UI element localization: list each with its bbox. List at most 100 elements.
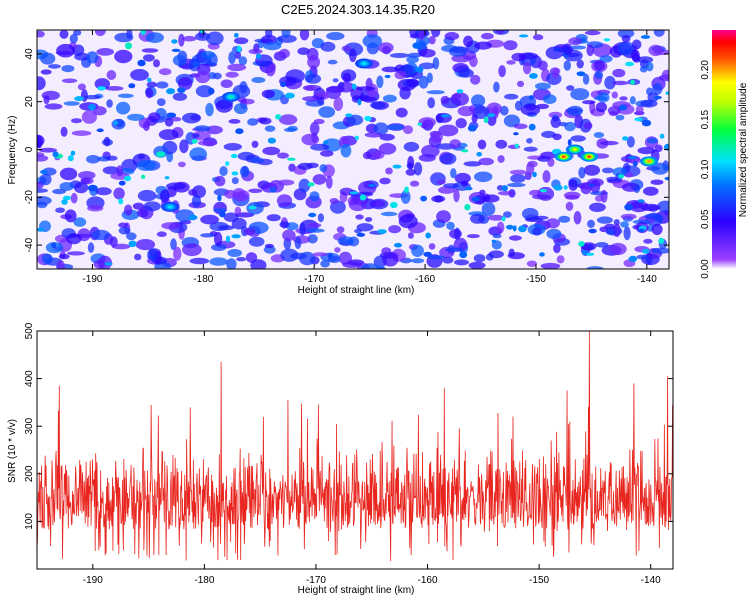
heatmap-cell — [248, 205, 257, 210]
heatmap-cell — [349, 48, 357, 63]
heatmap-cell — [582, 100, 596, 105]
heatmap-cell — [394, 242, 402, 248]
heatmap-cell — [326, 31, 345, 41]
heatmap-cell — [135, 239, 156, 251]
heatmap-cell — [497, 155, 505, 163]
heatmap-cell — [97, 86, 106, 91]
heatmap-cell — [556, 255, 565, 264]
heatmap-cell — [586, 44, 594, 57]
heatmap-cell — [164, 176, 170, 180]
heatmap-cell — [407, 232, 414, 239]
heatmap-cell — [60, 126, 68, 137]
heatmap-cell — [607, 106, 621, 115]
heatmap-cell — [277, 152, 289, 159]
heatmap-cell — [178, 161, 186, 168]
heatmap-cell — [227, 249, 242, 257]
heatmap-cell — [471, 113, 478, 123]
heatmap-cell — [476, 152, 483, 157]
x-tick-label: -170 — [306, 575, 326, 586]
heatmap-cell — [619, 96, 628, 101]
heatmap-cell — [86, 51, 99, 64]
heatmap-cell — [463, 161, 482, 167]
heatmap-cell — [251, 140, 259, 148]
heatmap-cell — [231, 177, 239, 185]
heatmap-cell — [523, 146, 538, 152]
heatmap-cell — [463, 35, 474, 47]
heatmap-cell — [583, 122, 593, 130]
heatmap-cell — [339, 187, 354, 196]
heatmap-cell — [570, 45, 587, 50]
heatmap-cell — [124, 175, 132, 182]
heatmap-cell — [301, 133, 320, 146]
heatmap-cell — [238, 56, 248, 66]
heatmap-cell — [634, 117, 643, 122]
heatmap-cell — [39, 173, 52, 186]
heatmap-cell — [568, 179, 578, 191]
heatmap-cell — [318, 106, 336, 118]
heatmap-cell — [500, 105, 509, 116]
heatmap-cell — [178, 33, 185, 47]
heatmap-cell — [543, 94, 557, 105]
heatmap-peak — [228, 95, 234, 99]
heatmap-cell — [503, 40, 518, 51]
snr-panel: -190 -180 -170 -160 -150 -140 100 200 300 400 500… — [7, 322, 674, 596]
heatmap-cell — [627, 156, 638, 160]
heatmap-cell — [443, 183, 459, 189]
heatmap-cell — [77, 83, 86, 91]
heatmap-cell — [563, 60, 571, 71]
heatmap-cell — [243, 228, 256, 236]
heatmap-x-ticks: -190 -180 -170 -160 -150 -140 — [82, 30, 657, 285]
heatmap-cell — [638, 228, 645, 233]
heatmap-cell — [622, 136, 629, 141]
heatmap-cell — [327, 253, 333, 259]
heatmap-cell — [315, 91, 329, 98]
heatmap-cell — [640, 99, 658, 108]
colorbar-ticks: 0.00 0.05 0.10 0.15 0.20 — [700, 60, 711, 279]
heatmap-cell — [430, 131, 443, 143]
heatmap-cell — [158, 129, 179, 141]
heatmap-cell — [310, 143, 330, 151]
heatmap-cell — [59, 182, 74, 191]
heatmap-cell — [70, 192, 78, 204]
snr-x-axis-label: Height of straight line (km) — [298, 585, 415, 596]
heatmap-cell — [91, 229, 111, 241]
heatmap-cell — [455, 118, 467, 129]
heatmap-cell — [220, 79, 233, 88]
heatmap-cell — [114, 32, 134, 43]
heatmap-cell — [136, 160, 156, 171]
heatmap-cell — [234, 206, 242, 215]
heatmap-cell — [583, 164, 601, 176]
heatmap-cell — [251, 77, 266, 83]
heatmap-cell — [114, 49, 133, 64]
heatmap-cell — [582, 250, 588, 256]
heatmap-cell — [116, 101, 131, 115]
heatmap-cell — [585, 252, 595, 256]
heatmap-cell — [465, 186, 473, 191]
heatmap-cell — [106, 70, 117, 80]
heatmap-cell — [62, 195, 72, 201]
heatmap-cell — [570, 88, 590, 101]
heatmap-cell — [580, 242, 597, 251]
y-tick-label: 20 — [24, 96, 35, 108]
heatmap-cell — [278, 114, 298, 125]
heatmap-cell — [382, 252, 399, 267]
heatmap-cell — [267, 137, 276, 144]
heatmap-cell — [225, 161, 230, 167]
heatmap-cell — [234, 51, 242, 59]
heatmap-cell — [182, 243, 202, 257]
heatmap-cell — [626, 136, 635, 148]
heatmap-cell — [520, 104, 541, 116]
heatmap-cell — [227, 63, 247, 72]
heatmap-cell — [132, 202, 144, 210]
heatmap-cell — [192, 60, 200, 67]
heatmap-cell — [431, 195, 446, 203]
heatmap-cell — [481, 202, 496, 217]
heatmap-cell — [629, 96, 636, 105]
heatmap-cell — [192, 133, 200, 138]
heatmap-cell — [411, 258, 425, 264]
heatmap-cell — [619, 104, 627, 111]
heatmap-cell — [652, 83, 663, 95]
heatmap-cell — [487, 214, 506, 221]
heatmap-cell — [279, 221, 290, 228]
heatmap-cell — [200, 50, 216, 59]
